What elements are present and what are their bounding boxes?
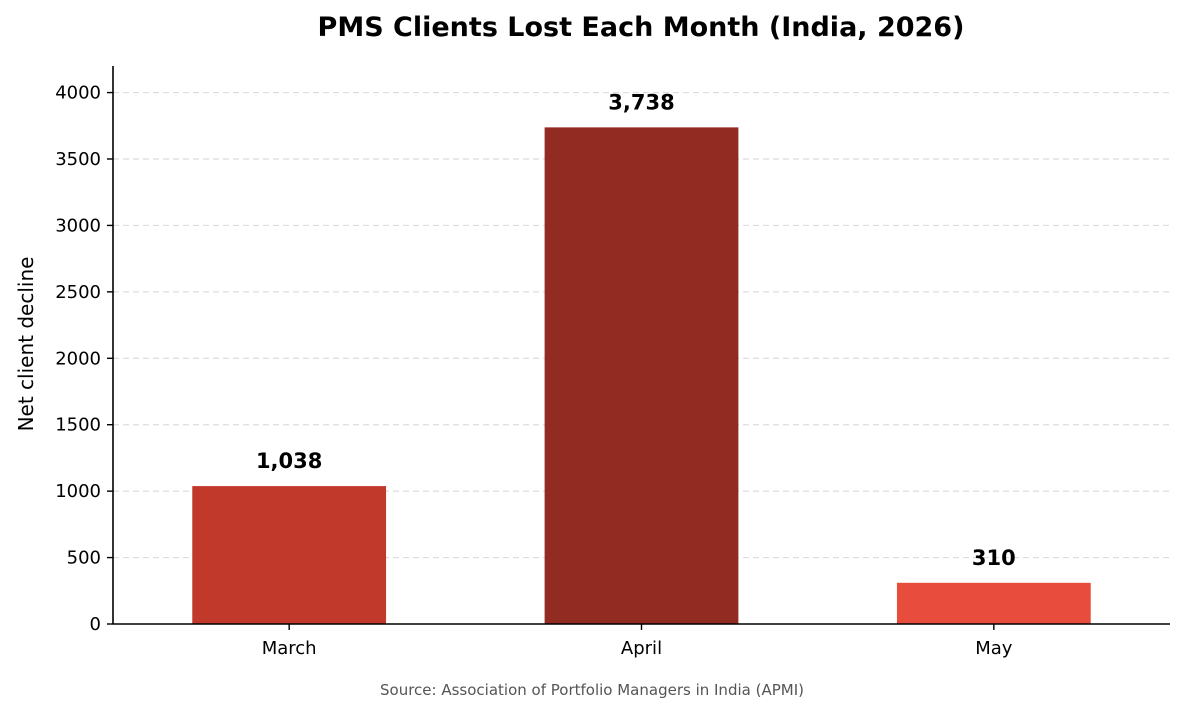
x-tick-label: May [975, 638, 1013, 659]
y-axis-ticks: 0 500 1000 1500 2000 2500 3000 3500 4000 [55, 83, 113, 635]
data-label-may: 310 [972, 546, 1016, 570]
bar-march [192, 486, 387, 624]
y-tick-label: 2500 [55, 282, 101, 303]
chart-title: PMS Clients Lost Each Month (India, 2026… [318, 12, 965, 43]
x-tick-label: March [262, 638, 317, 659]
bar-april [544, 127, 739, 624]
data-labels: 1,038 3,738 310 [256, 90, 1016, 569]
source-note: Source: Association of Portfolio Manager… [380, 681, 804, 699]
y-axis-label: Net client decline [14, 257, 38, 432]
y-tick-label: 3000 [55, 215, 101, 236]
x-tick-label: April [621, 638, 662, 659]
bar-may [896, 582, 1091, 624]
y-tick-label: 1000 [55, 481, 101, 502]
y-tick-label: 0 [90, 614, 101, 635]
y-tick-label: 3500 [55, 149, 101, 170]
y-tick-label: 4000 [55, 83, 101, 104]
y-tick-label: 2000 [55, 348, 101, 369]
grid-lines [113, 91, 1170, 559]
x-axis-ticks: March April May [262, 624, 1013, 659]
data-label-april: 3,738 [608, 90, 674, 114]
y-tick-label: 1500 [55, 415, 101, 436]
data-label-march: 1,038 [256, 449, 322, 473]
y-tick-label: 500 [67, 548, 101, 569]
bars [192, 127, 1091, 624]
